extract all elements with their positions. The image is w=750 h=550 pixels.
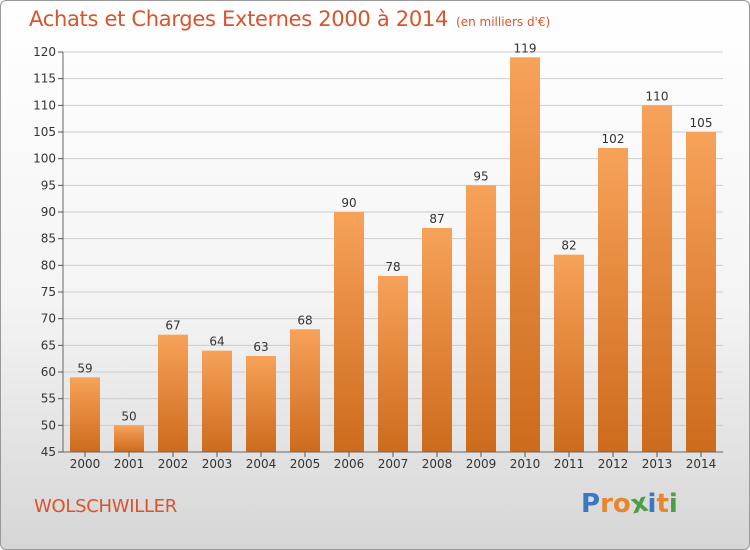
- data-label: 102: [602, 132, 625, 146]
- brand-letter: r: [600, 489, 613, 519]
- brand-letter: P: [581, 489, 601, 519]
- data-label: 78: [385, 260, 400, 274]
- data-label: 105: [690, 116, 713, 130]
- y-tick-label: 55: [41, 392, 56, 406]
- y-tick-label: 50: [41, 418, 56, 432]
- y-tick-label: 65: [41, 338, 56, 352]
- brand-letter: o: [612, 489, 631, 519]
- proxiti-logo: Proxiti: [581, 488, 678, 521]
- bar: [70, 377, 100, 452]
- data-label: 82: [561, 239, 576, 253]
- bars: [70, 57, 716, 453]
- bar: [290, 329, 320, 452]
- y-tick-label: 85: [41, 232, 56, 246]
- bar: [554, 254, 584, 452]
- y-tick-label: 100: [33, 152, 56, 166]
- x-tick-label: 2013: [642, 457, 673, 471]
- y-tick-label: 110: [33, 98, 56, 112]
- data-label: 87: [429, 212, 444, 226]
- x-tick-label: 2001: [114, 457, 145, 471]
- y-tick-label: 95: [41, 178, 56, 192]
- data-label: 68: [297, 313, 312, 327]
- bar: [246, 356, 276, 452]
- bar: [202, 350, 232, 452]
- y-tick-labels: 45 50 55 60 65 70 75 80 85 90 95 100 105 110 115 120: [33, 45, 63, 459]
- bar: [510, 57, 540, 452]
- y-tick-label: 80: [41, 258, 56, 272]
- x-tick-label: 2009: [466, 457, 497, 471]
- x-tick-label: 2012: [598, 457, 629, 471]
- chart-title-text: Achats et Charges Externes 2000 à 2014: [29, 7, 449, 31]
- bar: [422, 228, 452, 452]
- data-label: 119: [514, 41, 537, 55]
- x-tick-label: 2014: [686, 457, 717, 471]
- chart-subtitle: (en milliers d'€): [456, 15, 551, 29]
- bar: [686, 132, 716, 452]
- y-tick-label: 105: [33, 125, 56, 139]
- chart-title: Achats et Charges Externes 2000 à 2014 (e…: [29, 7, 550, 31]
- x-tick-labels: 2000 2001 2002 2003 2004 2005 2006 2007 2008 2009…: [70, 452, 717, 471]
- y-tick-label: 75: [41, 285, 56, 299]
- y-tick-label: 90: [41, 205, 56, 219]
- bar: [114, 425, 144, 452]
- data-labels: 59 50 67 64 63 68 90 78 87 95 119 82 102 110 105: [77, 41, 712, 423]
- x-tick-label: 2007: [378, 457, 409, 471]
- x-tick-label: 2002: [158, 457, 189, 471]
- x-tick-label: 2005: [290, 457, 321, 471]
- data-label: 59: [77, 361, 92, 375]
- brand-letter: t: [656, 489, 669, 519]
- brand-letter: i: [668, 489, 678, 519]
- data-label: 67: [165, 319, 180, 333]
- y-tick-label: 70: [41, 312, 56, 326]
- data-label: 50: [121, 409, 136, 423]
- y-tick-label: 120: [33, 45, 56, 59]
- y-tick-label: 60: [41, 365, 56, 379]
- bar: [642, 105, 672, 452]
- bar: [378, 276, 408, 452]
- commune-name: WOLSCHWILLER: [34, 496, 177, 517]
- x-tick-label: 2010: [510, 457, 541, 471]
- data-label: 64: [209, 335, 224, 349]
- x-tick-label: 2006: [334, 457, 365, 471]
- y-tick-label: 45: [41, 445, 56, 459]
- bar: [466, 185, 496, 453]
- y-tick-label: 115: [33, 72, 56, 86]
- data-label: 90: [341, 196, 356, 210]
- x-tick-label: 2000: [70, 457, 101, 471]
- bar: [158, 334, 188, 452]
- x-tick-label: 2008: [422, 457, 453, 471]
- bar: [334, 212, 364, 452]
- bar: [598, 148, 628, 452]
- data-label: 63: [253, 340, 268, 354]
- x-tick-label: 2004: [246, 457, 277, 471]
- brand-letter: i: [647, 489, 657, 519]
- data-label: 110: [646, 89, 669, 103]
- data-label: 95: [473, 169, 488, 183]
- x-tick-label: 2011: [554, 457, 585, 471]
- x-tick-label: 2003: [202, 457, 233, 471]
